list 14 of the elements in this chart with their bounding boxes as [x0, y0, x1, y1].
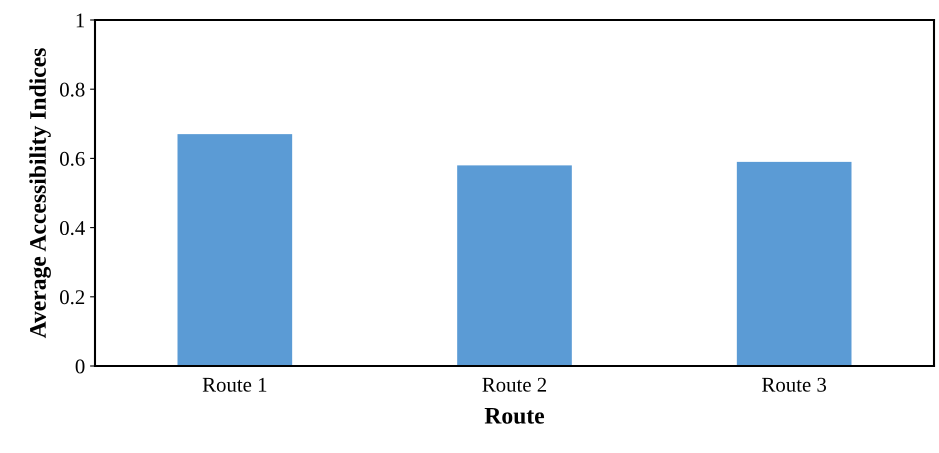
- bar: [736, 162, 852, 366]
- x-tick-label: Route 3: [762, 378, 826, 392]
- y-tick-label: 0.8: [60, 82, 84, 97]
- y-tick-label: 0: [76, 359, 84, 374]
- bar: [178, 134, 292, 366]
- y-tick-label: 0.4: [60, 220, 85, 236]
- y-tick-label: 0.6: [60, 152, 85, 166]
- x-axis-title: Route: [484, 408, 544, 424]
- y-axis-title: Average Accessibility Indices: [29, 48, 51, 338]
- y-tick-label: 0.2: [60, 290, 84, 304]
- x-tick-label: Route 2: [482, 378, 546, 392]
- bar: [457, 165, 572, 366]
- x-tick-label: Route 1: [202, 378, 266, 392]
- y-tick-label: 1: [76, 13, 84, 28]
